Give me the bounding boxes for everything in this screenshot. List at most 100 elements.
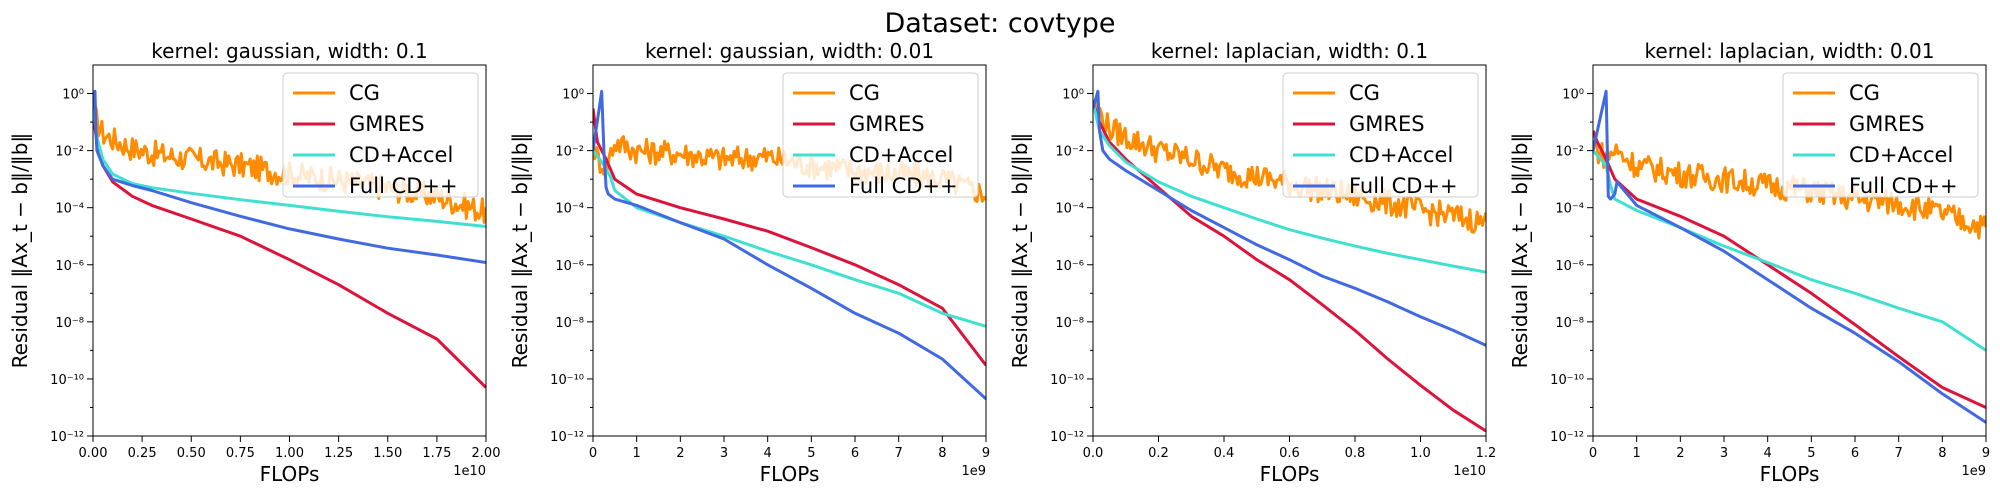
x-axis-label: FLOPs xyxy=(1260,462,1320,486)
plot-frame xyxy=(592,64,987,437)
series-line-gmres xyxy=(593,108,986,367)
y-axis-label: Residual ‖Ax_t − b‖/‖b‖ xyxy=(1508,133,1532,369)
y-tick-label: 10⁻² xyxy=(1555,145,1584,160)
y-tick-label: 10⁻⁸ xyxy=(555,316,584,331)
figure-suptitle: Dataset: covtype xyxy=(884,8,1115,39)
y-axis-label: Residual ‖Ax_t − b‖/‖b‖ xyxy=(8,133,32,369)
legend-label: Full CD++ xyxy=(1849,174,1958,198)
x-tick-label: 1.50 xyxy=(373,446,402,461)
x-tick-label: 4 xyxy=(1764,446,1772,461)
legend-label: CG xyxy=(1849,81,1880,105)
y-tick-label: 10⁻⁸ xyxy=(55,316,84,331)
x-tick-label: 1.2 xyxy=(1476,446,1497,461)
legend-label: CG xyxy=(849,81,880,105)
x-tick-label: 0 xyxy=(589,446,597,461)
x-tick-label: 6 xyxy=(851,446,859,461)
x-axis-label: FLOPs xyxy=(760,462,820,486)
legend: CG GMRES CD+Accel Full CD++ xyxy=(1782,72,1979,198)
x-axis-label: FLOPs xyxy=(1760,462,1820,486)
panel-title: kernel: laplacian, width: 0.01 xyxy=(1645,39,1935,63)
y-tick-label: 10⁻¹² xyxy=(50,430,84,445)
panel-title: kernel: gaussian, width: 0.1 xyxy=(151,39,427,63)
x-tick-label: 0.50 xyxy=(177,446,206,461)
x-tick-label: 0 xyxy=(1589,446,1597,461)
series-line-full-cd- xyxy=(93,89,486,264)
x-tick-label: 5 xyxy=(807,446,815,461)
y-tick-label: 10⁻⁸ xyxy=(1055,316,1084,331)
chart-panel-1: kernel: gaussian, width: 0.1 10⁻¹² 10⁻¹⁰ 10… xyxy=(8,39,500,486)
x-offset-label: 1e9 xyxy=(1961,464,1986,479)
x-tick-label: 7 xyxy=(895,446,903,461)
series-line-cd-accel xyxy=(1093,101,1486,274)
y-tick-label: 10⁰ xyxy=(1062,88,1084,103)
series-line-full-cd- xyxy=(593,89,986,401)
x-tick-label: 8 xyxy=(938,446,946,461)
y-tick-label: 10⁻¹⁰ xyxy=(550,373,584,388)
x-tick-label: 0.2 xyxy=(1148,446,1169,461)
series-line-full-cd- xyxy=(1093,89,1486,347)
panel-title: kernel: laplacian, width: 0.1 xyxy=(1151,39,1428,63)
x-tick-label: 1.0 xyxy=(1410,446,1431,461)
y-tick-label: 10⁻⁴ xyxy=(55,202,84,217)
legend-label: CD+Accel xyxy=(849,143,953,167)
x-tick-label: 0.25 xyxy=(128,446,157,461)
x-offset-label: 1e9 xyxy=(961,464,986,479)
x-offset-label: 1e10 xyxy=(453,464,486,479)
x-tick-label: 5 xyxy=(1807,446,1815,461)
chart-panel-2: kernel: gaussian, width: 0.01 10⁻¹² 10⁻¹⁰ 1… xyxy=(508,39,990,486)
x-tick-label: 0.75 xyxy=(226,446,255,461)
panel-title: kernel: gaussian, width: 0.01 xyxy=(645,39,934,63)
x-offset-label: 1e10 xyxy=(1453,464,1486,479)
y-tick-label: 10⁻⁶ xyxy=(1555,259,1584,274)
y-tick-label: 10⁻¹⁰ xyxy=(1050,373,1084,388)
series-line-cd-accel xyxy=(1593,149,1986,352)
y-axis-label: Residual ‖Ax_t − b‖/‖b‖ xyxy=(1008,133,1032,369)
legend-label: CD+Accel xyxy=(1849,143,1953,167)
series-line-full-cd- xyxy=(1593,89,1986,424)
legend-box xyxy=(1282,72,1479,198)
legend-label: Full CD++ xyxy=(1349,174,1458,198)
legend-label: GMRES xyxy=(1349,112,1425,136)
chart-panel-4: kernel: laplacian, width: 0.01 10⁻¹² 10⁻¹⁰… xyxy=(1508,39,1990,486)
y-tick-label: 10⁻¹² xyxy=(1550,430,1584,445)
y-tick-label: 10⁻¹² xyxy=(1050,430,1084,445)
y-tick-label: 10⁰ xyxy=(62,88,84,103)
y-tick-label: 10⁻⁴ xyxy=(555,202,584,217)
legend-label: CD+Accel xyxy=(1349,143,1453,167)
x-tick-label: 7 xyxy=(1895,446,1903,461)
legend-box xyxy=(282,72,479,198)
x-tick-label: 4 xyxy=(764,446,772,461)
y-tick-label: 10⁻¹² xyxy=(550,430,584,445)
x-tick-label: 0.4 xyxy=(1214,446,1235,461)
plot-frame xyxy=(1092,64,1487,437)
x-tick-label: 3 xyxy=(1720,446,1728,461)
x-tick-label: 1.00 xyxy=(275,446,304,461)
x-tick-label: 6 xyxy=(1851,446,1859,461)
legend-label: GMRES xyxy=(1849,112,1925,136)
x-tick-label: 3 xyxy=(720,446,728,461)
legend: CG GMRES CD+Accel Full CD++ xyxy=(1282,72,1479,198)
y-axis-label: Residual ‖Ax_t − b‖/‖b‖ xyxy=(508,133,532,369)
x-tick-label: 2 xyxy=(1676,446,1684,461)
y-tick-label: 10⁻⁴ xyxy=(1555,202,1584,217)
y-tick-label: 10⁻¹⁰ xyxy=(50,373,84,388)
legend-label: CD+Accel xyxy=(349,143,453,167)
y-tick-label: 10⁻¹⁰ xyxy=(1550,373,1584,388)
legend: CG GMRES CD+Accel Full CD++ xyxy=(282,72,479,198)
x-tick-label: 1 xyxy=(1633,446,1641,461)
legend-label: GMRES xyxy=(849,112,925,136)
x-tick-label: 1 xyxy=(633,446,641,461)
x-tick-label: 0.8 xyxy=(1345,446,1366,461)
x-tick-label: 9 xyxy=(1982,446,1990,461)
legend-box xyxy=(782,72,979,198)
legend: CG GMRES CD+Accel Full CD++ xyxy=(782,72,979,198)
legend-label: Full CD++ xyxy=(349,174,458,198)
y-tick-label: 10⁻⁸ xyxy=(1555,316,1584,331)
x-axis-label: FLOPs xyxy=(260,462,320,486)
legend-label: CG xyxy=(1349,81,1380,105)
y-tick-label: 10⁻² xyxy=(555,145,584,160)
y-tick-label: 10⁻⁶ xyxy=(1055,259,1084,274)
series-line-gmres xyxy=(1093,101,1486,433)
y-tick-label: 10⁰ xyxy=(1562,88,1584,103)
plot-frame xyxy=(92,64,487,437)
